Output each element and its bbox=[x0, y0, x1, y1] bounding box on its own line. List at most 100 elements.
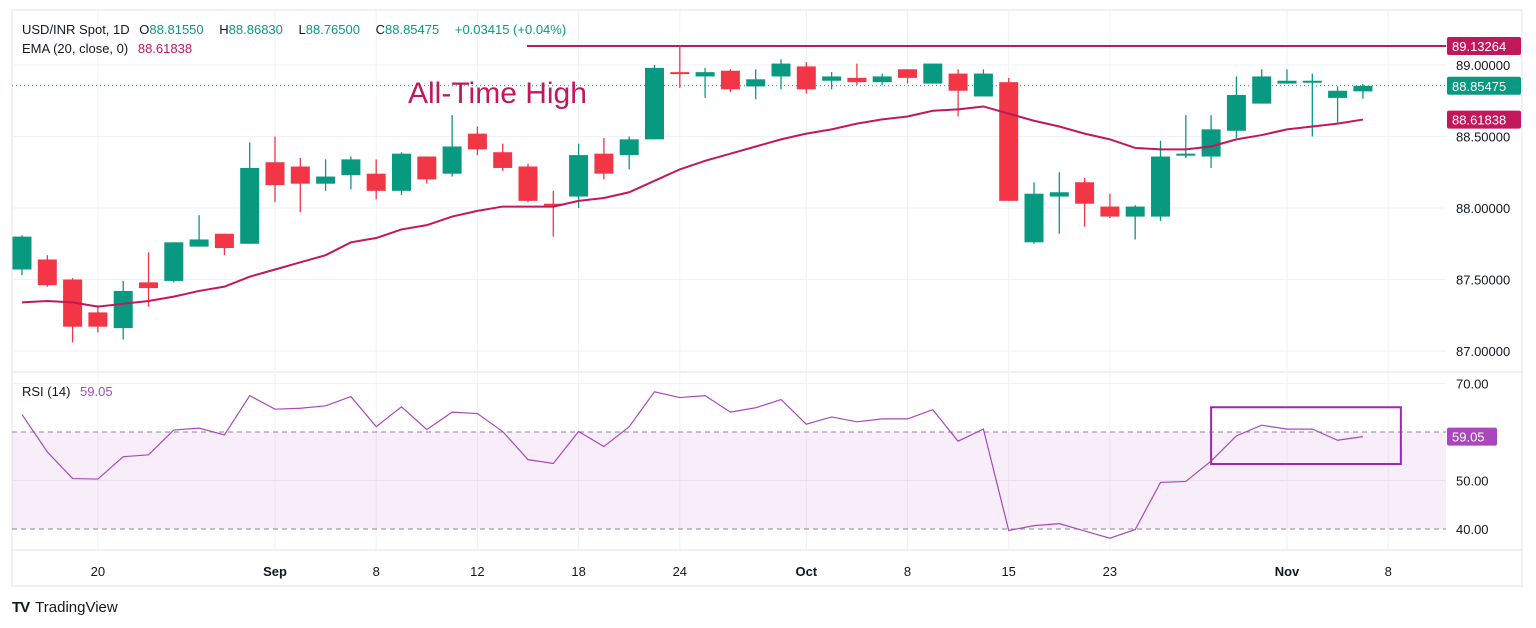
candle bbox=[822, 72, 842, 90]
candle-body bbox=[1226, 95, 1246, 131]
high-label: H bbox=[219, 22, 229, 37]
rsi-tick-label: 40.00 bbox=[1456, 522, 1489, 537]
candle bbox=[1125, 205, 1145, 240]
candle-body bbox=[12, 236, 32, 270]
candle bbox=[847, 63, 867, 86]
time-tick-label: 20 bbox=[91, 564, 105, 579]
low-label: L bbox=[298, 22, 306, 37]
candle-body bbox=[113, 290, 133, 329]
low-value: 88.76500 bbox=[305, 22, 360, 37]
candle bbox=[999, 77, 1019, 201]
open-label: O bbox=[139, 22, 150, 37]
time-tick-label: 8 bbox=[1385, 564, 1392, 579]
logo-text: TradingView bbox=[35, 599, 118, 616]
time-tick-label: 8 bbox=[904, 564, 911, 579]
time-tick-label: 8 bbox=[373, 564, 380, 579]
rsi-highlight-box bbox=[1210, 406, 1402, 466]
candle-body bbox=[1201, 129, 1221, 157]
candle bbox=[771, 59, 791, 90]
candle bbox=[392, 152, 411, 196]
rsi-value: 59.05 bbox=[80, 384, 113, 399]
candle-body bbox=[1024, 193, 1044, 243]
candle bbox=[973, 69, 993, 97]
candle-body bbox=[164, 242, 184, 281]
candle bbox=[164, 242, 184, 283]
candle bbox=[290, 157, 310, 213]
candle bbox=[1226, 76, 1246, 138]
candle bbox=[467, 126, 487, 156]
candle-body bbox=[923, 63, 943, 84]
tradingview-logo[interactable]: TV TradingView bbox=[12, 599, 118, 616]
candle-body bbox=[189, 239, 209, 247]
candle bbox=[569, 143, 589, 208]
candle bbox=[1151, 140, 1170, 221]
candle bbox=[214, 233, 234, 256]
candle-body bbox=[493, 152, 513, 168]
candle bbox=[341, 156, 361, 190]
price-tick-label: 89.00000 bbox=[1456, 58, 1510, 73]
time-tick-label: Nov bbox=[1275, 564, 1300, 579]
close-label: C bbox=[375, 22, 385, 37]
time-tick-label: 15 bbox=[1001, 564, 1015, 579]
candle-body bbox=[139, 282, 158, 289]
close-value: 88.85475 bbox=[385, 22, 440, 37]
ema-line bbox=[21, 105, 1364, 308]
candle-body bbox=[1328, 90, 1348, 98]
ema-price-badge bbox=[1447, 110, 1521, 129]
candle-body bbox=[1075, 182, 1095, 204]
candle bbox=[1049, 172, 1069, 234]
ema-price-badge-text: 88.61838 bbox=[1452, 113, 1506, 128]
candle bbox=[1176, 115, 1196, 158]
candle-body bbox=[518, 166, 538, 201]
candle bbox=[796, 62, 816, 94]
candle-body bbox=[1100, 206, 1120, 217]
candle bbox=[645, 65, 664, 140]
candle-body bbox=[467, 133, 487, 150]
candle bbox=[746, 69, 766, 100]
candle bbox=[1353, 83, 1373, 99]
candle-body bbox=[88, 312, 108, 327]
ath-price-badge-text: 89.13264 bbox=[1452, 39, 1506, 54]
candle-body bbox=[442, 146, 462, 174]
rsi-line bbox=[21, 391, 1363, 539]
candle bbox=[366, 159, 386, 200]
symbol-title: USD/INR Spot, 1D bbox=[22, 22, 130, 37]
candle-body bbox=[341, 159, 361, 176]
candle-body bbox=[37, 259, 57, 286]
candle-body bbox=[847, 77, 867, 83]
price-tick-label: 87.00000 bbox=[1456, 344, 1510, 359]
candle bbox=[316, 159, 336, 191]
candle-body bbox=[543, 203, 563, 206]
candle bbox=[670, 46, 690, 88]
candle-body bbox=[214, 233, 234, 249]
candle bbox=[1277, 69, 1297, 84]
candle-body bbox=[872, 76, 892, 83]
candle bbox=[543, 190, 563, 237]
candle-body bbox=[898, 69, 917, 78]
candle bbox=[240, 142, 260, 244]
high-value: 88.86830 bbox=[228, 22, 283, 37]
time-tick-label: 18 bbox=[571, 564, 585, 579]
last-price-badge bbox=[1447, 76, 1521, 95]
candle bbox=[1100, 193, 1120, 219]
candle-body bbox=[1277, 80, 1297, 84]
candle bbox=[265, 136, 285, 203]
candle-body bbox=[619, 139, 639, 156]
candle-body bbox=[1049, 192, 1069, 197]
candle bbox=[1252, 69, 1272, 104]
candle bbox=[1024, 182, 1044, 244]
candle bbox=[63, 278, 83, 343]
time-tick-label: Oct bbox=[795, 564, 817, 579]
candle bbox=[1328, 86, 1348, 124]
candle bbox=[139, 252, 158, 307]
time-tick-label: 12 bbox=[470, 564, 484, 579]
candle-body bbox=[746, 79, 766, 87]
candle-body bbox=[796, 66, 816, 90]
ohlc-legend: USD/INR Spot, 1D O88.81550 H88.86830 L88… bbox=[22, 22, 572, 37]
candle bbox=[872, 73, 892, 86]
candle-body bbox=[645, 67, 664, 140]
candle-body bbox=[1151, 156, 1170, 217]
candle bbox=[442, 115, 462, 177]
candle bbox=[417, 156, 437, 184]
